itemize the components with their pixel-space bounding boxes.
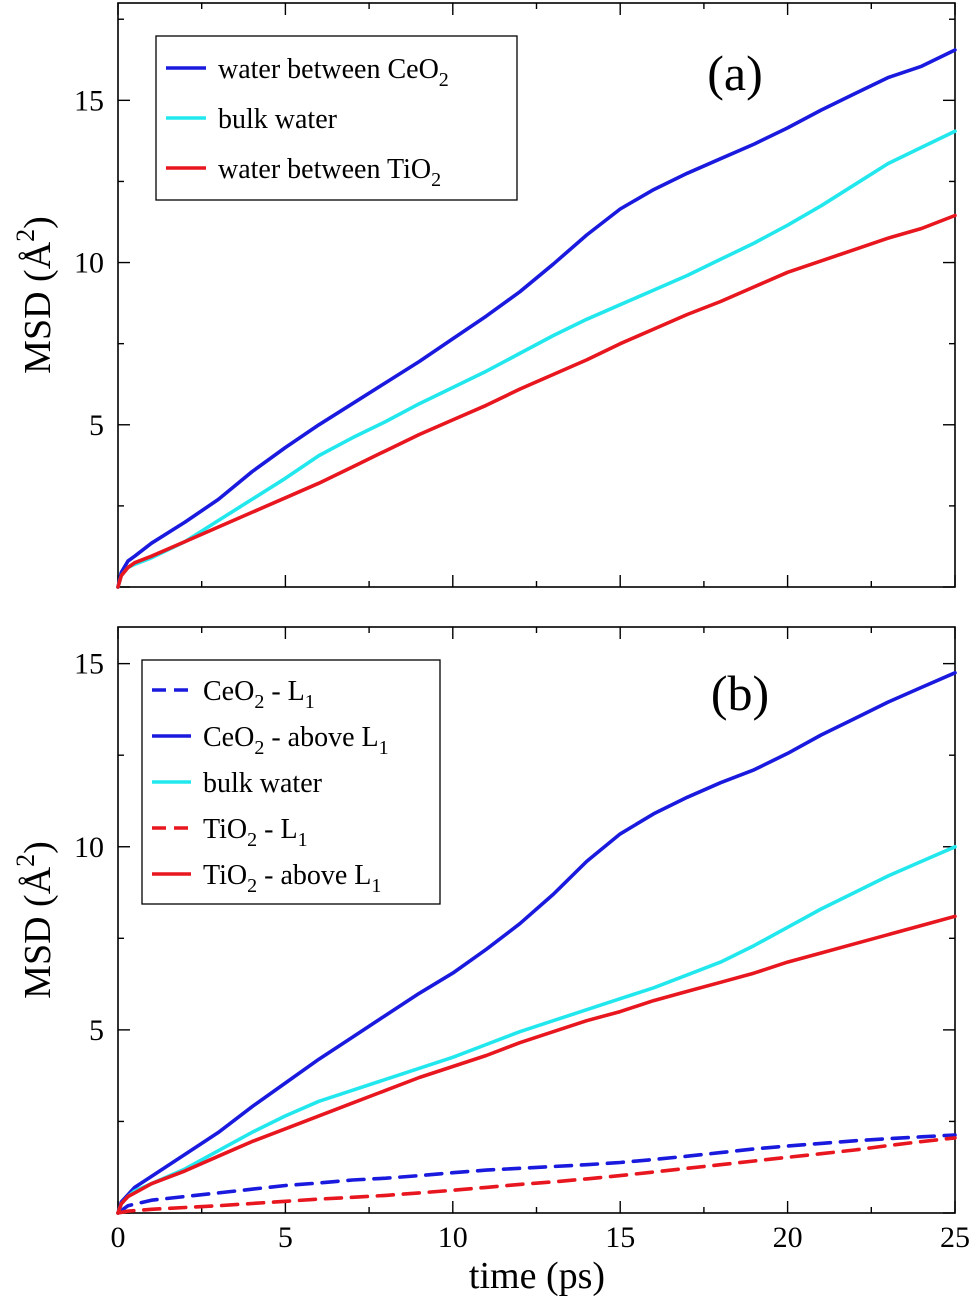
- series-line-water-between-ceo2: [116, 48, 957, 589]
- y-tick-label: 10: [74, 831, 104, 864]
- panel-b: 5 10 15 0 5 10 15 20 25 MSD (Å2) (b) CeO2 - L1 CeO2 …: [11, 626, 970, 1254]
- legend-entry: water between TiO2: [218, 154, 441, 191]
- legend-entry: CeO2 - above L1: [203, 722, 389, 759]
- x-tick-label: 20: [773, 1221, 803, 1254]
- legend-box: [155, 35, 518, 201]
- y-tick-label: 15: [74, 84, 104, 117]
- x-tick-label: 0: [111, 1221, 126, 1254]
- series-line-ceo2-above-l1: [116, 670, 957, 1215]
- legend-entry: TiO2 - above L1: [203, 860, 381, 897]
- legend-entry: TiO2 - L1: [203, 814, 308, 851]
- legend-box: [141, 659, 441, 905]
- y-tick-label: 5: [89, 1014, 104, 1047]
- series-line-tio2-l1: [116, 1136, 957, 1215]
- series-line-water-between-tio2: [116, 213, 957, 589]
- y-axis-label: MSD (Å2): [11, 216, 59, 374]
- y-tick-label: 5: [89, 409, 104, 442]
- legend-entry: CeO2 - L1: [203, 676, 315, 713]
- y-tick-label: 15: [74, 648, 104, 681]
- y-axis-label: MSD (Å2): [11, 841, 59, 999]
- x-axis-label: time (ps): [469, 1255, 605, 1297]
- panel-a: 5 10 15 MSD (Å2) (a) water between CeO2 bulk w…: [11, 2, 957, 589]
- panel-label: (a): [707, 45, 763, 101]
- legend-entry: bulk water: [203, 768, 323, 799]
- x-tick-label: 25: [940, 1221, 970, 1254]
- legend-entry: water between CeO2: [218, 54, 449, 91]
- series-line-tio2-above-l1: [116, 914, 957, 1215]
- legend-entry: bulk water: [218, 104, 338, 135]
- panel-label: (b): [711, 665, 769, 721]
- x-tick-label: 10: [438, 1221, 468, 1254]
- x-tick-label: 15: [605, 1221, 635, 1254]
- series-line-ceo2-l1: [116, 1133, 957, 1215]
- x-tick-label: 5: [278, 1221, 293, 1254]
- y-tick-label: 10: [74, 247, 104, 280]
